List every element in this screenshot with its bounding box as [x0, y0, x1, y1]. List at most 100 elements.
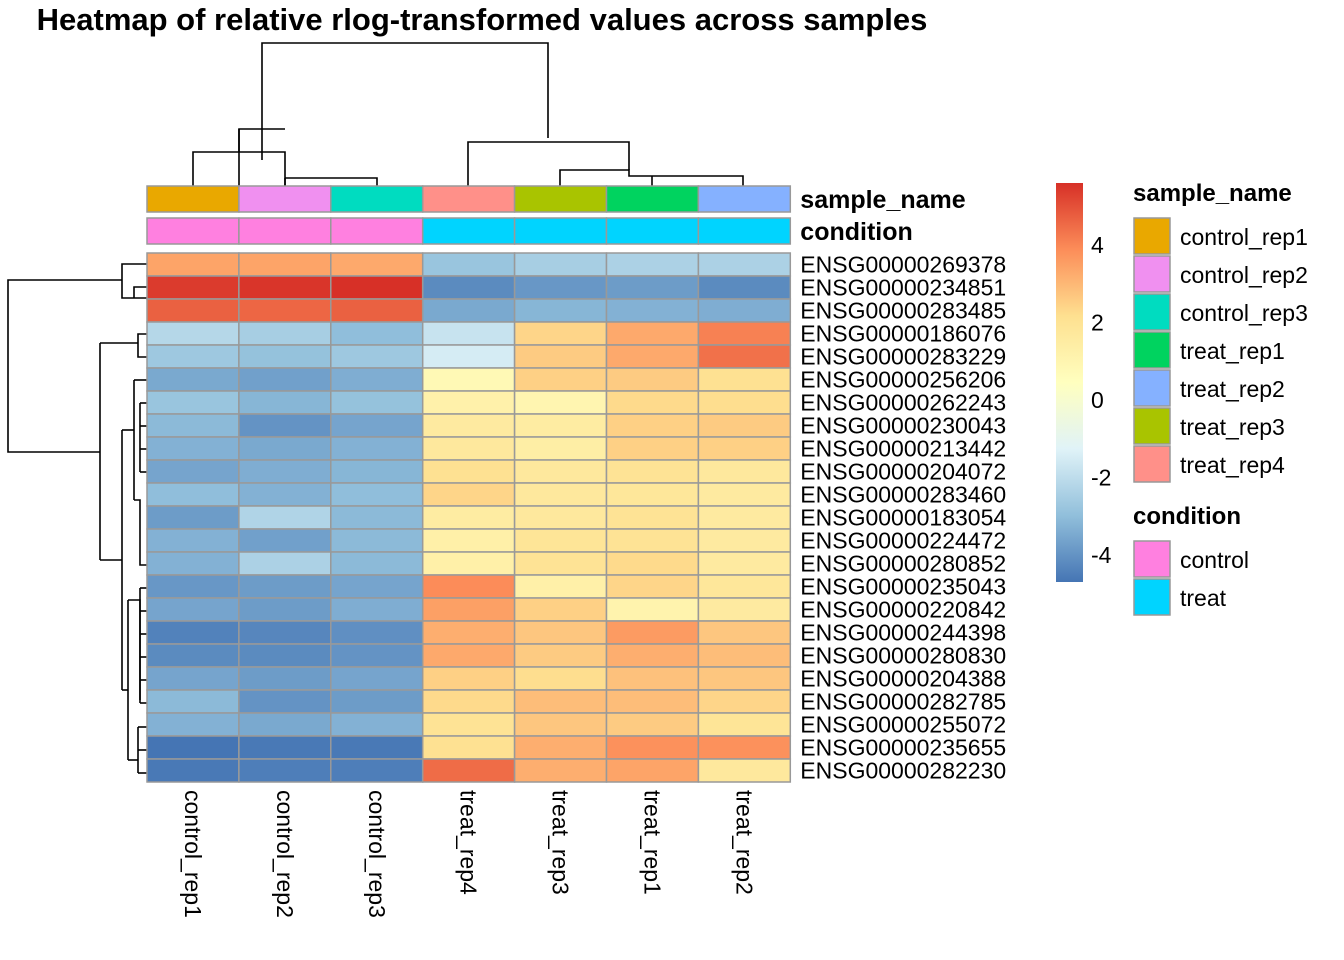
annotation-cell-condition	[605, 217, 700, 245]
heatmap-cell	[605, 758, 700, 783]
row-label: ENSG00000262243	[800, 390, 1006, 416]
heatmap-cell	[330, 252, 424, 277]
annotation-cell-sample-name	[146, 185, 240, 213]
heatmap-cell	[330, 505, 424, 530]
heatmap-cell	[238, 758, 332, 783]
legend-swatch	[1133, 540, 1171, 578]
heatmap-cell	[697, 620, 792, 645]
row-label: ENSG00000213442	[800, 436, 1006, 462]
heatmap-cell	[605, 298, 700, 323]
legend-label: control_rep3	[1180, 300, 1308, 326]
heatmap-cell	[513, 413, 608, 438]
legend-swatch	[1133, 293, 1171, 331]
annotation-cell-condition	[421, 217, 516, 245]
heatmap-cell	[238, 574, 332, 599]
heatmap-cell	[513, 344, 608, 369]
annotation-cell-sample-name	[697, 185, 792, 213]
heatmap-cell	[513, 505, 608, 530]
heatmap-cell	[421, 367, 516, 392]
heatmap-cell	[146, 574, 240, 599]
heatmap-cell	[605, 712, 700, 737]
heatmap-cell	[146, 436, 240, 461]
row-label: ENSG00000235043	[800, 574, 1006, 600]
row-label: ENSG00000235655	[800, 735, 1006, 761]
heatmap-cell	[697, 551, 792, 576]
heatmap-cell	[330, 574, 424, 599]
legend-swatch	[1133, 331, 1171, 369]
heatmap-cell	[238, 620, 332, 645]
heatmap-cell	[513, 620, 608, 645]
heatmap-cell	[146, 597, 240, 622]
heatmap-cells	[146, 252, 792, 783]
chart-title: Heatmap of relative rlog-transformed val…	[37, 2, 928, 37]
legend-label: treat_rep4	[1180, 452, 1285, 478]
color-scale-legend: -4 -2 0 2 4	[1056, 183, 1112, 582]
heatmap-cell	[605, 505, 700, 530]
heatmap-cell	[330, 712, 424, 737]
heatmap-cell	[697, 275, 792, 300]
heatmap-cell	[697, 298, 792, 323]
heatmap-cell	[513, 482, 608, 507]
heatmap-cell	[697, 712, 792, 737]
row-label: ENSG00000224472	[800, 528, 1006, 554]
heatmap-cell	[238, 643, 332, 668]
legend-swatch	[1133, 255, 1171, 293]
heatmap-cell	[146, 712, 240, 737]
annotation-cell-condition	[697, 217, 792, 245]
row-dendrogram	[7, 263, 147, 774]
legend-swatch	[1133, 578, 1171, 616]
column-dendrogram	[192, 42, 744, 186]
heatmap-cell	[146, 367, 240, 392]
heatmap-cell	[421, 252, 516, 277]
heatmap-cell	[146, 666, 240, 691]
heatmap-cell	[146, 275, 240, 300]
heatmap-cell	[421, 574, 516, 599]
row-label: ENSG00000234851	[800, 275, 1006, 301]
heatmap-cell	[238, 735, 332, 760]
heatmap-cell	[330, 597, 424, 622]
heatmap-cell	[605, 413, 700, 438]
heatmap-cell	[513, 758, 608, 783]
column-label: control_rep1	[180, 790, 206, 918]
row-label: ENSG00000283485	[800, 298, 1006, 324]
heatmap-cell	[697, 758, 792, 783]
heatmap-cell	[330, 298, 424, 323]
heatmap-cell	[238, 436, 332, 461]
heatmap-cell	[146, 620, 240, 645]
annotation-cell-sample-name	[238, 185, 332, 213]
annotation-cell-sample-name	[513, 185, 608, 213]
column-labels: control_rep1 control_rep2 control_rep3 trea…	[180, 790, 757, 918]
heatmap-cell	[238, 482, 332, 507]
legend-label: control	[1180, 547, 1249, 573]
row-label: ENSG00000282230	[800, 758, 1006, 784]
heatmap-cell	[421, 482, 516, 507]
heatmap-cell	[513, 390, 608, 415]
heatmap-cell	[330, 735, 424, 760]
heatmap-cell	[605, 482, 700, 507]
heatmap-cell	[605, 252, 700, 277]
heatmap-cell	[238, 689, 332, 714]
heatmap-cell	[146, 459, 240, 484]
annotation-cell-sample-name	[605, 185, 700, 213]
heatmap-cell	[513, 436, 608, 461]
heatmap-cell	[605, 735, 700, 760]
column-label: treat_rep4	[456, 790, 482, 895]
heatmap-cell	[697, 735, 792, 760]
heatmap-cell	[146, 689, 240, 714]
heatmap-cell	[421, 551, 516, 576]
heatmap-cell	[513, 735, 608, 760]
heatmap-cell	[697, 505, 792, 530]
legend-swatch	[1133, 445, 1171, 483]
heatmap-cell	[513, 459, 608, 484]
column-label: treat_rep2	[731, 790, 757, 895]
legend-swatch	[1133, 407, 1171, 445]
row-label: ENSG00000204388	[800, 666, 1006, 692]
row-label: ENSG00000230043	[800, 413, 1006, 439]
heatmap-cell	[513, 528, 608, 553]
heatmap-cell	[146, 758, 240, 783]
heatmap-cell	[605, 643, 700, 668]
legend-swatch	[1133, 217, 1171, 255]
heatmap-cell	[330, 689, 424, 714]
heatmap-cell	[238, 505, 332, 530]
